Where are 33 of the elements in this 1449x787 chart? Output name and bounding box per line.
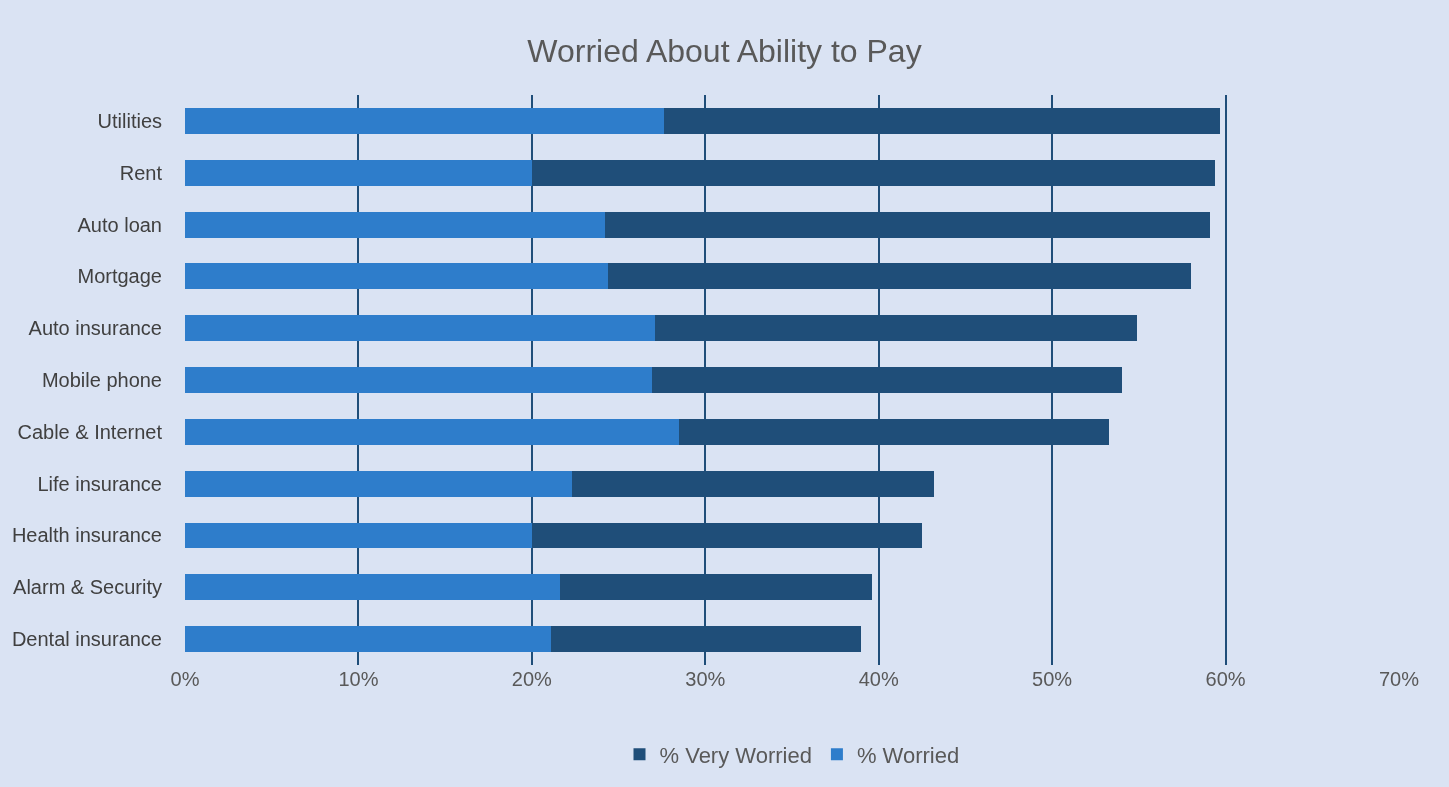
legend-label: % Very Worried <box>659 742 812 768</box>
y-tick-label: Mobile phone <box>41 369 162 391</box>
y-tick-label: Cable & Internet <box>17 420 163 443</box>
x-tick-label: 20% <box>511 668 553 690</box>
y-tick-label: Rent <box>119 161 163 184</box>
bar <box>185 263 609 290</box>
bar <box>185 211 605 238</box>
y-tick-label: Mortgage <box>77 265 162 288</box>
bar <box>185 626 551 653</box>
x-tick-label: 30% <box>685 668 726 690</box>
bar <box>185 107 664 134</box>
x-tick-label: 50% <box>1032 668 1073 690</box>
x-tick-label: 0% <box>170 668 200 690</box>
chart-title: Worried About Ability to Pay <box>527 32 922 69</box>
x-tick-label: 40% <box>858 668 899 690</box>
x-tick-label: 10% <box>338 668 379 690</box>
y-tick-label: Utilities <box>97 109 162 132</box>
y-tick-label: Auto insurance <box>28 317 162 340</box>
y-tick-label: Health insurance <box>11 524 162 547</box>
bar <box>185 574 560 601</box>
y-tick-label: Dental insurance <box>11 628 162 651</box>
x-tick-label: 60% <box>1205 668 1246 690</box>
y-tick-label: Alarm & Security <box>13 576 162 599</box>
y-tick-label: Auto loan <box>77 213 162 236</box>
bar <box>185 367 652 393</box>
bar <box>185 470 572 497</box>
bar <box>185 522 532 549</box>
bar <box>185 418 680 445</box>
bar <box>185 315 655 342</box>
y-tick-label: Life insurance <box>37 472 162 495</box>
x-tick-label: 70% <box>1378 668 1420 690</box>
legend-label: % Worried <box>856 742 960 768</box>
bar <box>185 159 532 186</box>
